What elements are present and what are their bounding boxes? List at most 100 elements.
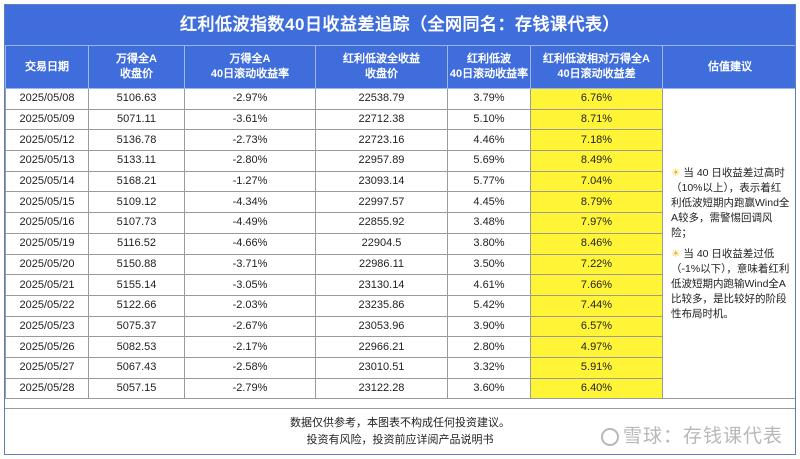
cell-div-ret: 3.50% [447,253,531,276]
cell-div-close: 22723.16 [315,129,448,152]
cell-div-close: 22957.89 [315,150,448,172]
table-header-row: 交易日期 万得全A 收盘价 万得全A 40日滚动收益率 红利低波全收益 收盘价 红利低… [5,45,795,89]
cell-wind-ret: -3.05% [184,274,316,296]
cell-wind-ret: -4.66% [184,232,316,255]
cell-diff: 7.66% [530,274,663,296]
cell-wind-ret: -2.17% [184,336,316,358]
col-header-date: 交易日期 [5,45,89,89]
table-row: 2025/05/26 5082.53 -2.17% 22966.21 2.80% 4.97… [5,336,796,358]
table-row: 2025/05/22 5122.66 -2.03% 23235.86 5.42% 7.44… [5,294,796,317]
cell-date: 2025/05/09 [5,108,89,131]
cell-date: 2025/05/15 [5,191,89,214]
cell-date: 2025/05/19 [5,232,89,255]
cell-diff: 4.97% [530,336,663,358]
advice-low: ☀ 当 40 日收益差过低（-1%以下），意味着红利低波短期内跑输Wind全A比较… [671,247,790,320]
cell-date: 2025/05/27 [5,356,89,379]
watermark: 雪球：存钱课代表 [600,427,783,446]
cell-wind-ret: -2.03% [184,294,316,317]
cell-diff: 7.18% [530,129,663,152]
cell-div-ret: 4.45% [447,191,531,214]
cell-diff: 7.22% [530,253,663,276]
cell-wind-ret: -3.71% [184,253,316,276]
cell-date: 2025/05/26 [5,336,89,358]
cell-wind-ret: -2.67% [184,315,316,338]
col-header-return-diff: 红利低波相对万得全A 40日滚动收益差 [530,45,663,89]
cell-date: 2025/05/08 [5,88,89,110]
cell-div-ret: 4.46% [447,129,531,152]
footer-disclaimer: 数据仅供参考，本图表不构成任何投资建议。 投资有风险，投资前应详阅产品说明书 雪… [5,408,795,454]
cell-wind-close: 5122.66 [88,294,185,317]
cell-diff: 6.76% [530,88,663,110]
cell-div-ret: 3.60% [447,377,531,400]
table-row: 2025/05/16 5107.73 -4.49% 22855.92 3.48% 7.97… [5,212,796,234]
cell-div-ret: 3.80% [447,232,531,255]
cell-wind-close: 5107.73 [88,212,185,234]
cell-wind-ret: -2.80% [184,150,316,172]
cell-div-close: 23122.28 [315,377,448,400]
cell-wind-close: 5136.78 [88,129,185,152]
cell-wind-close: 5116.52 [88,232,185,255]
cell-wind-close: 5133.11 [88,150,185,172]
cell-wind-ret: -2.58% [184,356,316,379]
cell-div-close: 23053.96 [315,315,448,338]
cell-div-close: 23235.86 [315,294,448,317]
cell-div-ret: 3.32% [447,356,531,379]
cell-date: 2025/05/23 [5,315,89,338]
cell-date: 2025/05/20 [5,253,89,276]
table-row: 2025/05/08 5106.63 -2.97% 22538.79 3.79% 6.76… [5,87,795,400]
cell-diff: 5.91% [530,356,663,379]
lightbulb-icon: ☀ [671,166,681,179]
cell-diff: 8.71% [530,108,663,131]
cell-wind-ret: -2.79% [184,377,316,400]
cell-date: 2025/05/14 [5,170,89,193]
snowball-logo-icon [600,428,619,446]
cell-diff: 7.04% [530,170,663,193]
col-header-wind-return: 万得全A 40日滚动收益率 [184,45,316,89]
table-row: 2025/05/12 5136.78 -2.73% 22723.16 4.46% 7.18… [5,129,796,152]
table-row: 2025/05/28 5057.15 -2.79% 23122.28 3.60% 6.40… [5,377,796,400]
col-header-div-close: 红利低波全收益 收盘价 [315,45,448,89]
cell-div-close: 22997.57 [315,191,448,214]
cell-wind-ret: -2.97% [184,88,316,110]
cell-diff: 8.79% [530,191,663,214]
cell-wind-close: 5109.12 [88,191,185,214]
cell-date: 2025/05/16 [5,212,89,234]
cell-div-close: 22904.5 [315,232,448,255]
table-row: 2025/05/14 5168.21 -1.27% 23093.14 5.77% 7.04… [5,170,796,193]
cell-wind-ret: -2.73% [184,129,316,152]
table-row: 2025/05/23 5075.37 -2.67% 23053.96 3.90% 6.57… [5,315,796,338]
cell-wind-ret: -4.49% [184,212,316,234]
disclaimer-line-2: 投资有风险，投资前应详阅产品说明书 [306,434,494,446]
cell-wind-close: 5155.14 [88,274,185,296]
cell-wind-close: 5150.88 [88,253,185,276]
col-header-wind-close: 万得全A 收盘价 [88,45,185,89]
cell-wind-close: 5168.21 [88,170,185,193]
cell-div-close: 22966.21 [315,336,448,358]
cell-diff: 8.46% [530,232,663,255]
cell-wind-close: 5075.37 [88,315,185,338]
cell-wind-ret: -1.27% [184,170,316,193]
cell-diff: 7.97% [530,212,663,234]
cell-div-close: 22855.92 [315,212,448,234]
cell-wind-ret: -4.34% [184,191,316,214]
cell-date: 2025/05/13 [5,150,89,172]
advice-high: ☀ 当 40 日收益差过高时（10%以上），表示着红利低波短期内跑赢Wind全A较… [671,166,790,239]
cell-wind-close: 5071.11 [88,108,185,131]
cell-div-close: 23093.14 [315,170,448,193]
cell-wind-close: 5106.63 [88,88,185,110]
lightbulb-icon: ☀ [671,247,681,260]
cell-date: 2025/05/28 [5,377,89,400]
col-header-advice: 估值建议 [662,45,795,89]
cell-div-ret: 5.69% [447,150,531,172]
cell-div-ret: 2.80% [447,336,531,358]
cell-div-ret: 3.90% [447,315,531,338]
cell-diff: 6.40% [530,377,663,400]
cell-date: 2025/05/22 [5,294,89,317]
cell-wind-close: 5082.53 [88,336,185,358]
disclaimer-line-1: 数据仅供参考，本图表不构成任何投资建议。 [290,417,510,429]
cell-date: 2025/05/12 [5,129,89,152]
cell-div-ret: 5.10% [447,108,531,131]
cell-diff: 7.44% [530,294,663,317]
cell-diff: 8.49% [530,150,663,172]
cell-div-close: 22712.38 [315,108,448,131]
